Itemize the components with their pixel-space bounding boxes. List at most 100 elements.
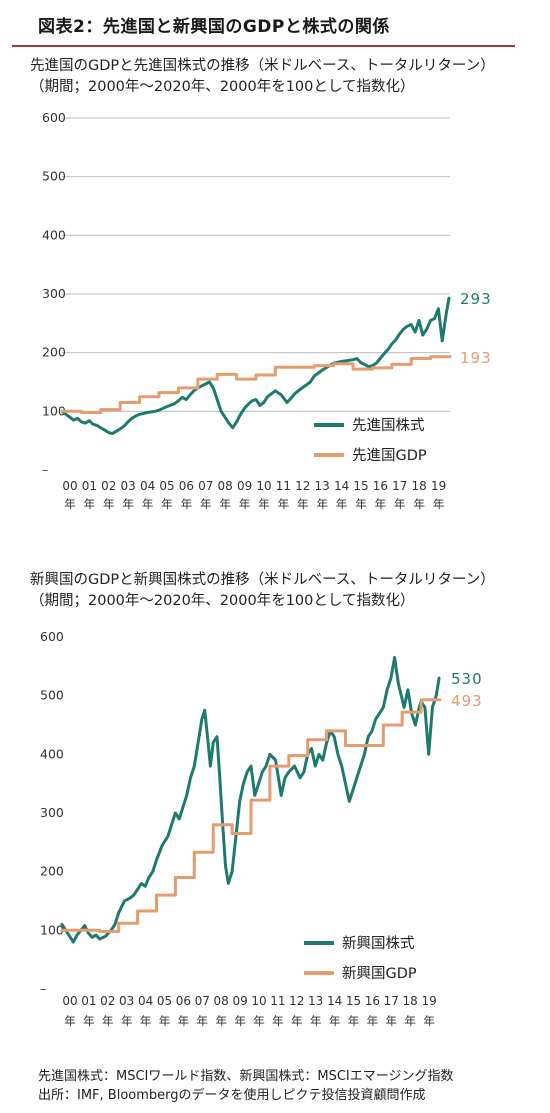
chart1-x-tick-suffix: 年 [394, 497, 406, 511]
chart2-title-block: 新興国のGDPと新興国株式の推移（米ドルベース、トータルリターン） （期間；20… [30, 570, 495, 612]
chart2-x-tick-suffix: 年 [234, 1014, 246, 1028]
chart1-x-tick-suffix: 年 [316, 497, 328, 511]
chart1-x-tick-label: 06 [179, 479, 194, 493]
chart1-end-label-stock: 293 [460, 290, 492, 308]
chart1-y-tick-label: 600 [42, 110, 66, 125]
chart2-end-label-stock: 530 [451, 670, 483, 688]
chart1-x-tick-label: 07 [198, 479, 213, 493]
chart1-x-tick-suffix: 年 [64, 497, 76, 511]
chart2-x-tick-suffix: 年 [83, 1014, 95, 1028]
chart2-x-tick-label: 07 [195, 994, 210, 1008]
chart1-x-tick-label: 05 [159, 479, 174, 493]
chart2-x-tick-label: 14 [327, 994, 342, 1008]
footer: 先進国株式：MSCIワールド指数、新興国株式：MSCIエマージング指数 出所：I… [38, 1067, 454, 1105]
chart2-x-tick-suffix: 年 [423, 1014, 435, 1028]
chart2-x-tick-label: 01 [81, 994, 96, 1008]
chart1-series-stock-line [60, 296, 451, 436]
chart2-x-tick-suffix: 年 [291, 1014, 303, 1028]
chart1-x-tick-label: 09 [237, 479, 252, 493]
title-divider [12, 45, 515, 47]
chart1-x-tick-suffix: 年 [142, 497, 154, 511]
chart1-x-tick-label: 18 [412, 479, 427, 493]
chart1-y-tick-label: 100 [42, 403, 66, 418]
chart2-series-gdp-line [60, 698, 442, 933]
chart1-subtitle: （期間；2000年～2020年、2000年を100として指数化） [30, 79, 415, 95]
chart1-x-tick-suffix: 年 [219, 497, 231, 511]
chart1-x-tick-suffix: 年 [122, 497, 134, 511]
chart1-plot: – 100 200 300 400 500 600 00 年 01 年 02 年 03 年 04 年 05 年 06 年… [42, 110, 492, 511]
chart2-x-tick-label: 04 [138, 994, 153, 1008]
chart2-x-tick-label: 08 [214, 994, 229, 1008]
chart2-x-tick-suffix: 年 [140, 1014, 152, 1028]
chart2-y-tick-label: 400 [40, 746, 64, 761]
chart2-x-tick-label: 13 [308, 994, 323, 1008]
chart2-plot: – 100 200 300 400 500 600 00 年 01 年 02 年 03 年 04 年 05 年 06 年… [40, 629, 483, 1028]
chart2-legend-label-stock: 新興国株式 [342, 935, 415, 952]
chart2-x-tick-suffix: 年 [272, 1014, 284, 1028]
chart1-x-tick-label: 10 [256, 479, 271, 493]
chart2-y-tick-label: 200 [40, 864, 64, 879]
chart1-x-tick-suffix: 年 [258, 497, 270, 511]
chart2-y-tick-label: – [40, 981, 46, 996]
chart2-x-tick-suffix: 年 [178, 1014, 190, 1028]
chart2-x-tick-label: 03 [119, 994, 134, 1008]
chart1-x-tick-label: 02 [101, 479, 116, 493]
chart1-x-tick-label: 08 [218, 479, 233, 493]
chart1-y-tick-label: 300 [42, 286, 66, 301]
footer-note-indices: 先進国株式：MSCIワールド指数、新興国株式：MSCIエマージング指数 [38, 1069, 454, 1084]
chart2-x-tick-suffix: 年 [102, 1014, 114, 1028]
chart1-y-tick-label: 400 [42, 227, 66, 242]
chart1-x-tick-suffix: 年 [375, 497, 387, 511]
chart1-x-tick-label: 15 [353, 479, 368, 493]
chart2-x-tick-label: 11 [270, 994, 285, 1008]
chart2-x-tick-suffix: 年 [64, 1014, 76, 1028]
chart1-x-tick-suffix: 年 [413, 497, 425, 511]
chart1-x-tick-label: 17 [392, 479, 407, 493]
chart1-x-tick-label: 19 [431, 479, 446, 493]
chart1-y-tick-label: – [42, 462, 48, 477]
chart1-x-tick-suffix: 年 [84, 497, 96, 511]
chart1-x-tick-suffix: 年 [161, 497, 173, 511]
chart2-x-tick-label: 19 [421, 994, 436, 1008]
chart2-x-tick-label: 15 [346, 994, 361, 1008]
footer-note-source: 出所：IMF, Bloombergのデータを使用しピクテ投信投資顧問作成 [38, 1088, 426, 1103]
chart2-end-label-gdp: 493 [451, 692, 483, 710]
chart1-series-gdp-line [60, 355, 452, 414]
chart2-x-tick-suffix: 年 [197, 1014, 209, 1028]
chart2-x-tick-suffix: 年 [253, 1014, 265, 1028]
chart1-legend-label-stock: 先進国株式 [352, 417, 425, 434]
chart1-x-tick-suffix: 年 [103, 497, 115, 511]
chart2-x-tick-label: 09 [232, 994, 247, 1008]
chart2-x-tick-suffix: 年 [215, 1014, 227, 1028]
chart1-title-block: 先進国のGDPと先進国株式の推移（米ドルベース、トータルリターン） （期間；20… [30, 56, 495, 98]
chart1-x-tick-label: 01 [82, 479, 97, 493]
chart1-x-tick-label: 16 [373, 479, 388, 493]
chart1-x-tick-label: 11 [276, 479, 291, 493]
chart2-series-stock-line [60, 656, 441, 944]
chart2-x-tick-label: 12 [289, 994, 304, 1008]
chart1-x-tick-suffix: 年 [336, 497, 348, 511]
chart1-end-label-gdp: 193 [460, 349, 492, 367]
chart2-title: 新興国のGDPと新興国株式の推移（米ドルベース、トータルリターン） [30, 572, 495, 588]
chart2-x-tick-suffix: 年 [386, 1014, 398, 1028]
chart2-y-tick-label: 600 [40, 629, 64, 644]
chart2-y-tick-label: 100 [40, 922, 64, 937]
chart2-x-tick-label: 10 [251, 994, 266, 1008]
chart1-x-tick-suffix: 年 [200, 497, 212, 511]
chart1-x-tick-label: 12 [295, 479, 310, 493]
chart2-x-tick-suffix: 年 [348, 1014, 360, 1028]
page-title: 図表2：先進国と新興国のGDPと株式の関係 [38, 17, 390, 37]
chart1-x-tick-suffix: 年 [355, 497, 367, 511]
chart1-x-tick-label: 03 [121, 479, 136, 493]
chart1-x-tick-suffix: 年 [433, 497, 445, 511]
chart2-x-tick-suffix: 年 [367, 1014, 379, 1028]
chart2-x-tick-label: 17 [384, 994, 399, 1008]
chart2-x-tick-suffix: 年 [310, 1014, 322, 1028]
chart1-x-tick-suffix: 年 [278, 497, 290, 511]
chart1-x-tick-label: 14 [334, 479, 349, 493]
chart2-x-tick-suffix: 年 [121, 1014, 133, 1028]
chart1-x-tick-suffix: 年 [297, 497, 309, 511]
chart2-x-tick-label: 00 [62, 994, 77, 1008]
chart2-x-tick-suffix: 年 [159, 1014, 171, 1028]
chart1-y-tick-label: 500 [42, 169, 66, 184]
